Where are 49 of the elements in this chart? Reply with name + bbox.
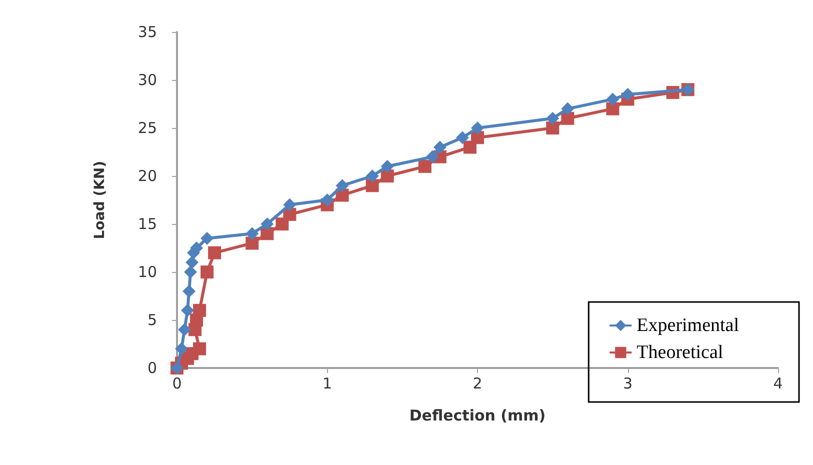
- point: [606, 92, 620, 106]
- point: [433, 140, 446, 154]
- point: [208, 246, 222, 260]
- point: [606, 102, 620, 116]
- y-tick-label: 25: [138, 119, 157, 137]
- point: [418, 160, 432, 173]
- y-tick-label: 30: [138, 71, 157, 89]
- point: [380, 160, 394, 173]
- point: [200, 266, 214, 278]
- point: [283, 198, 296, 212]
- point: [200, 232, 214, 245]
- point: [561, 102, 574, 116]
- y-tick-label: 35: [138, 23, 157, 41]
- point: [426, 150, 439, 164]
- point: [178, 323, 192, 336]
- y-tick-label: 0: [147, 359, 157, 377]
- point: [546, 112, 560, 125]
- point: [260, 218, 274, 230]
- point: [181, 304, 194, 317]
- x-tick-label: 2: [472, 374, 482, 392]
- point: [471, 122, 484, 134]
- point: [621, 88, 634, 101]
- point: [546, 122, 560, 134]
- point: [246, 236, 259, 250]
- y-tick-label: 20: [138, 167, 157, 185]
- x-tick-label: 4: [773, 374, 783, 392]
- point: [246, 227, 259, 240]
- point: [182, 284, 196, 298]
- point: [320, 194, 334, 206]
- point: [184, 266, 198, 278]
- x-tick-label: 3: [622, 374, 633, 392]
- y-axis-title: Load (KN): [92, 160, 108, 240]
- point: [175, 342, 188, 356]
- point: [366, 170, 379, 182]
- point: [193, 304, 206, 317]
- point: [336, 179, 349, 192]
- legend-label: Theoretical: [636, 342, 724, 363]
- legend-label: Experimental: [636, 315, 740, 336]
- y-tick-label: 5: [147, 311, 157, 329]
- point: [456, 131, 469, 144]
- x-axis-title: Deflection (mm): [409, 406, 546, 424]
- point: [193, 342, 206, 356]
- y-tick-label: 15: [138, 215, 157, 233]
- x-tick-label: 0: [172, 374, 182, 392]
- x-tick-label: 1: [322, 374, 332, 392]
- point: [186, 256, 199, 269]
- y-tick-label: 10: [138, 263, 157, 281]
- point: [561, 112, 574, 125]
- point: [366, 179, 379, 192]
